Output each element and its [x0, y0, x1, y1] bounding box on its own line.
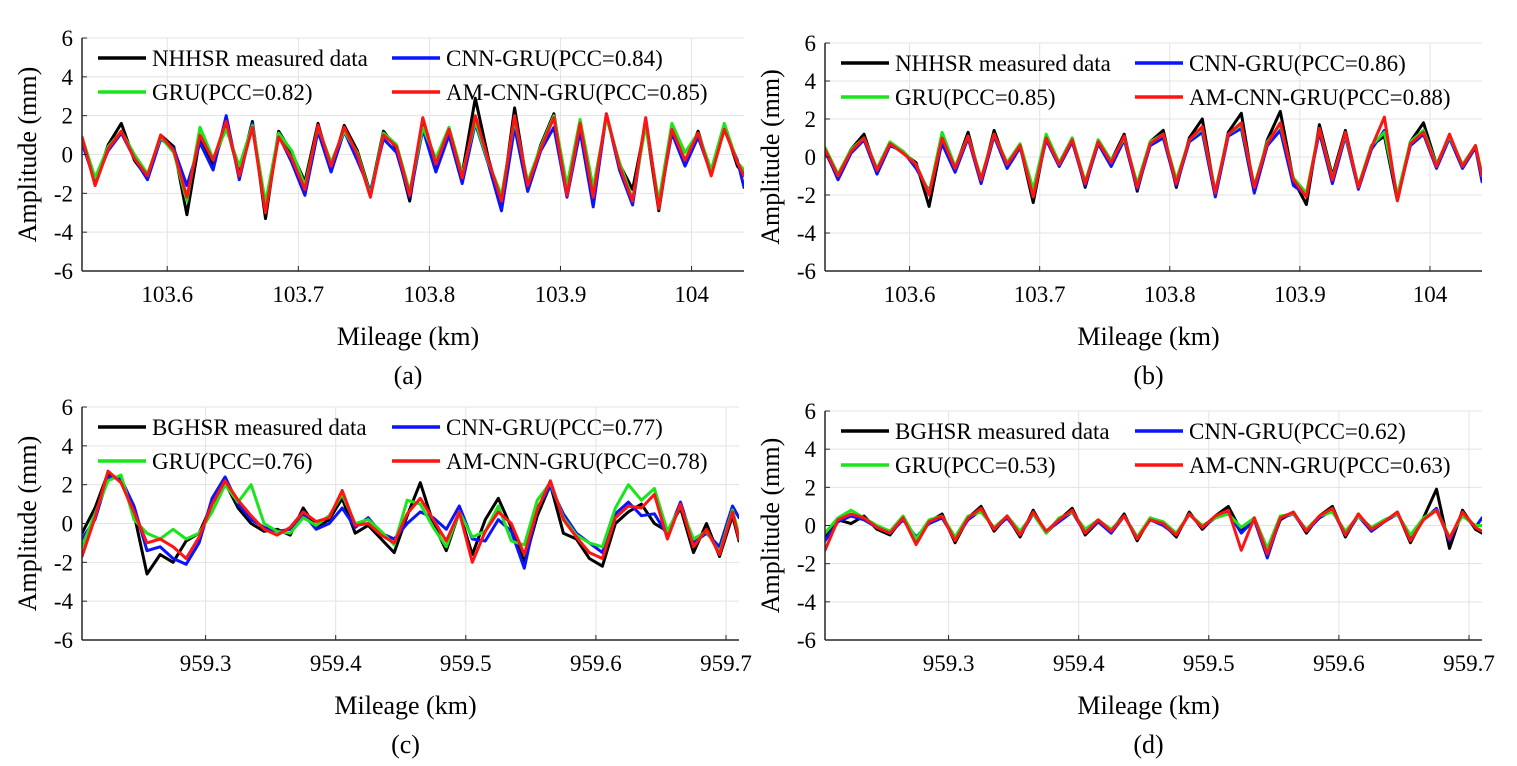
x-tick-label: 959.6: [570, 651, 622, 676]
y-tick-label: -2: [797, 552, 816, 577]
chart-panel: 103.6 103.7 103.8 103.9 104 -6 -4 -2 0 2 4 6 Mileage…: [13, 26, 744, 390]
x-tick-label: 959.4: [310, 651, 362, 676]
y-tick-label: 0: [62, 512, 74, 537]
y-tick-label: -2: [54, 181, 73, 206]
panel-label: (d): [1133, 730, 1163, 759]
x-tick-label: 103.6: [884, 282, 936, 307]
series-line-am-cnn-gru: [82, 469, 739, 564]
y-tick-label: 0: [805, 514, 817, 539]
y-tick-label: -4: [54, 589, 74, 614]
legend-entry: NHHSR measured data: [895, 51, 1111, 76]
x-tick-label: 959.3: [180, 651, 232, 676]
x-tick-label: 103.9: [535, 282, 587, 307]
y-tick-label: 4: [62, 434, 74, 459]
panel-label: (b): [1133, 361, 1163, 390]
legend-entry: CNN-GRU(PCC=0.62): [1189, 419, 1406, 444]
x-tick-label: 104: [1413, 282, 1448, 307]
legend-entry: CNN-GRU(PCC=0.77): [446, 415, 663, 440]
legend-entry: CNN-GRU(PCC=0.84): [446, 46, 663, 71]
y-tick-label: 0: [62, 143, 74, 168]
y-tick-label: -6: [54, 628, 73, 653]
y-tick-label: 6: [805, 31, 817, 56]
y-tick-label: 4: [62, 65, 74, 90]
series-group: [82, 96, 744, 221]
x-tick-label: 103.8: [1144, 282, 1196, 307]
x-tick-label: 103.7: [1014, 282, 1066, 307]
legend-entry: NHHSR measured data: [152, 46, 368, 71]
series-group: [825, 487, 1482, 560]
y-tick-label: 6: [62, 395, 74, 420]
x-tick-label: 959.6: [1313, 651, 1365, 676]
y-tick-label: -4: [797, 590, 817, 615]
legend-entry: GRU(PCC=0.85): [895, 85, 1056, 110]
y-tick-label: 4: [805, 437, 817, 462]
y-axis-label: Amplitude (mm): [756, 69, 785, 244]
x-tick-label: 959.5: [440, 651, 492, 676]
series-line-gru: [82, 473, 739, 555]
legend: BGHSR measured data CNN-GRU(PCC=0.77) GRU(…: [98, 415, 708, 474]
x-axis-label: Mileage (km): [337, 322, 479, 351]
y-tick-label: -2: [797, 183, 816, 208]
y-tick-label: -4: [797, 221, 817, 246]
x-axis-label: Mileage (km): [1077, 322, 1219, 351]
series-line-cnn-gru: [82, 475, 739, 570]
y-tick-label: -4: [54, 220, 74, 245]
chart-panel: 959.3 959.4 959.5 959.6 959.7 -6 -4 -2 0 2 4 6 Milea…: [13, 395, 752, 759]
y-tick-label: 2: [62, 104, 74, 129]
y-tick-label: -6: [797, 259, 816, 284]
legend-entry: AM-CNN-GRU(PCC=0.85): [446, 80, 708, 105]
series-line-am-cnn-gru: [82, 112, 744, 215]
x-tick-label: 103.6: [141, 282, 193, 307]
panel-label: (c): [391, 730, 420, 759]
y-tick-label: 0: [805, 145, 817, 170]
y-tick-label: 6: [62, 26, 74, 51]
x-tick-label: 103.9: [1274, 282, 1326, 307]
legend-entry: BGHSR measured data: [895, 419, 1110, 444]
legend: BGHSR measured data CNN-GRU(PCC=0.62) GRU(…: [841, 419, 1451, 478]
y-axis-label: Amplitude (mm): [13, 436, 42, 611]
series-group: [82, 469, 739, 576]
x-tick-label: 104: [674, 282, 709, 307]
legend-entry: AM-CNN-GRU(PCC=0.63): [1189, 453, 1451, 478]
legend: NHHSR measured data CNN-GRU(PCC=0.84) GRU(…: [98, 46, 708, 105]
legend-entry: GRU(PCC=0.82): [152, 80, 313, 105]
y-tick-label: -6: [54, 259, 73, 284]
legend-entry: AM-CNN-GRU(PCC=0.78): [446, 449, 708, 474]
y-tick-label: 4: [805, 69, 817, 94]
x-tick-label: 959.7: [700, 651, 752, 676]
x-axis-label: Mileage (km): [1077, 691, 1219, 720]
legend: NHHSR measured data CNN-GRU(PCC=0.86) GRU(…: [841, 51, 1451, 110]
legend-entry: AM-CNN-GRU(PCC=0.88): [1189, 85, 1451, 110]
x-axis-label: Mileage (km): [334, 691, 476, 720]
series-line-am-cnn-gru: [825, 115, 1482, 203]
legend-entry: BGHSR measured data: [152, 415, 367, 440]
y-axis-label: Amplitude (mm): [756, 438, 785, 613]
panel-label: (a): [394, 361, 423, 390]
y-tick-label: 2: [805, 475, 817, 500]
series-group: [825, 109, 1482, 208]
legend-entry: CNN-GRU(PCC=0.86): [1189, 51, 1406, 76]
chart-panel: 103.6 103.7 103.8 103.9 104 -6 -4 -2 0 2 4 6 Mileage…: [756, 31, 1482, 390]
x-tick-label: 959.5: [1183, 651, 1235, 676]
x-tick-label: 959.3: [923, 651, 975, 676]
y-tick-label: 2: [62, 473, 74, 498]
y-axis-label: Amplitude (mm): [13, 67, 42, 242]
x-tick-label: 959.7: [1443, 651, 1495, 676]
x-tick-label: 103.8: [404, 282, 456, 307]
series-line-am-cnn-gru: [825, 506, 1482, 556]
x-tick-label: 103.7: [272, 282, 324, 307]
x-tick-label: 959.4: [1053, 651, 1105, 676]
y-tick-label: 6: [805, 399, 817, 424]
y-tick-label: 2: [805, 107, 817, 132]
y-tick-label: -2: [54, 550, 73, 575]
legend-entry: GRU(PCC=0.76): [152, 449, 313, 474]
legend-entry: GRU(PCC=0.53): [895, 453, 1056, 478]
y-tick-label: -6: [797, 628, 816, 653]
chart-panel: 959.3 959.4 959.5 959.6 959.7 -6 -4 -2 0 2 4 6 Milea…: [756, 399, 1495, 759]
